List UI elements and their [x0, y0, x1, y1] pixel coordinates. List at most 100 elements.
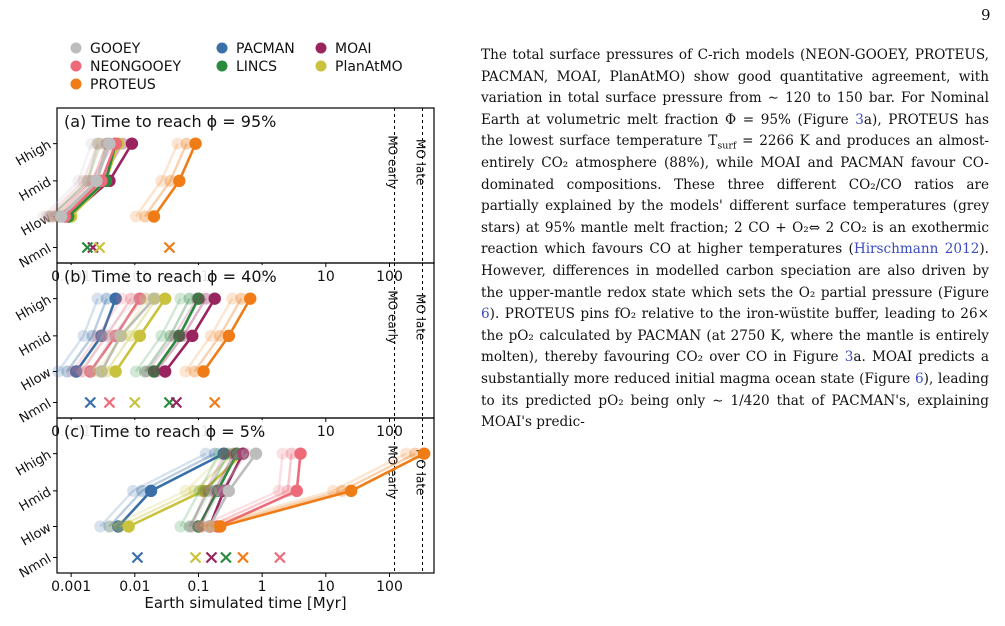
subscript: surf: [717, 141, 737, 153]
series-point-ensemble: [177, 329, 190, 342]
x-tick-label: 1: [258, 579, 267, 595]
series-point-ensemble: [44, 210, 57, 223]
x-tick-label: 10: [317, 579, 335, 595]
figure-ref-link[interactable]: 3: [844, 349, 854, 366]
series-line-ensemble: [105, 297, 158, 373]
series-point-ensemble: [94, 137, 107, 150]
series-point: [84, 365, 97, 378]
series-point: [103, 137, 116, 150]
series-point-ensemble: [272, 484, 285, 497]
reference-line-label: MO late: [414, 139, 428, 185]
series-point: [144, 484, 158, 498]
nominal-marker: [131, 551, 144, 564]
series-point-ensemble: [235, 292, 248, 305]
series-point-ensemble: [124, 292, 137, 305]
y-tick-label: Hhigh: [13, 448, 54, 480]
y-tick-label: Hhigh: [13, 293, 54, 325]
series-point: [197, 365, 210, 378]
text-run: ), leading to its predicted pO₂ being on…: [481, 370, 990, 431]
series-line-ensemble: [91, 297, 146, 373]
series-point-ensemble: [86, 329, 99, 342]
series-point-ensemble: [212, 447, 225, 460]
panel-title: (c) Time to reach ϕ = 5%: [64, 422, 265, 441]
series-point-ensemble: [91, 137, 104, 150]
series-point: [189, 137, 202, 150]
y-tick-label: Nmnl: [17, 551, 54, 581]
panel-title: (b) Time to reach ϕ = 40%: [64, 267, 277, 286]
series-point-ensemble: [218, 447, 231, 460]
citation-link[interactable]: Hirschmann 2012: [853, 241, 980, 258]
legend-label: NEONGOOEY: [90, 59, 182, 75]
y-tick-label: Nmnl: [17, 396, 54, 426]
text-run: ). However, differences in modelled carb…: [481, 241, 989, 301]
series-point-ensemble: [77, 329, 90, 342]
series-point-ensemble: [174, 292, 187, 305]
series-point-ensemble: [240, 447, 253, 460]
series-point: [173, 329, 186, 343]
series-point-ensemble: [199, 484, 212, 497]
y-tick-label: Hlow: [19, 365, 55, 394]
series-point-ensemble: [94, 520, 107, 533]
series-point: [109, 365, 122, 378]
series-point: [192, 520, 205, 533]
series-point-ensemble: [164, 174, 177, 187]
legend-label: MOAI: [335, 41, 372, 57]
nominal-marker: [103, 396, 116, 409]
series-point-ensemble: [174, 520, 187, 533]
series-line-ensemble: [51, 143, 102, 218]
series-point-ensemble: [86, 365, 99, 378]
series-point: [417, 447, 431, 460]
series-point-ensemble: [61, 365, 74, 378]
series-point-ensemble: [100, 292, 113, 305]
legend-marker: [315, 60, 327, 72]
series-line-ensemble: [210, 452, 416, 528]
series-point-ensemble: [44, 210, 57, 223]
series-point-ensemble: [100, 365, 113, 378]
series-point-ensemble: [115, 292, 128, 305]
series-point-ensemble: [199, 292, 212, 305]
series-line-ensemble: [199, 453, 236, 527]
series-point: [192, 292, 205, 305]
series-point: [186, 329, 199, 343]
y-tick-label: Hmid: [17, 330, 54, 360]
series-line-ensemble: [199, 452, 248, 528]
figure-ref-link[interactable]: 6: [915, 370, 924, 387]
reference-line-label: MO early: [386, 290, 400, 344]
series-line-ensemble: [155, 298, 207, 373]
series-point: [236, 447, 250, 460]
series-point-ensemble: [285, 447, 298, 460]
series-point: [158, 292, 172, 305]
series-point-ensemble: [193, 484, 206, 497]
series-line-ensemble: [46, 143, 99, 218]
x-tick-label: 0.1: [187, 579, 209, 595]
series-point-ensemble: [136, 484, 149, 497]
legend-marker: [216, 42, 228, 54]
series-point-ensemble: [227, 447, 240, 460]
series-point-ensemble: [226, 292, 239, 305]
series-line-ensemble: [143, 298, 191, 373]
nominal-marker: [163, 241, 176, 254]
series-point-ensemble: [96, 329, 109, 342]
series-line-ensemble: [146, 298, 198, 373]
panel-frame: [56, 417, 435, 574]
x-tick-label: 100: [376, 579, 403, 595]
series-point: [147, 365, 161, 378]
series-point: [122, 520, 135, 533]
series-point: [95, 329, 108, 343]
x-tick-label: 0.001: [51, 579, 91, 595]
series-point-ensemble: [190, 292, 203, 305]
series-point: [95, 365, 108, 378]
series-point-ensemble: [75, 365, 88, 378]
series-point: [222, 484, 236, 498]
panel-title-bg: [59, 265, 287, 287]
y-tick-label: Hhigh: [13, 138, 54, 170]
series-point: [208, 292, 221, 305]
series-point-ensemble: [81, 174, 94, 187]
legend-marker: [70, 42, 82, 54]
figure-ref-link[interactable]: 3: [855, 111, 864, 128]
series-point-ensemble: [204, 329, 217, 342]
figure-ref-link[interactable]: 6: [481, 306, 490, 323]
y-tick-label: Hlow: [19, 520, 55, 549]
series-line-ensemble: [52, 143, 102, 218]
series-point-ensemble: [199, 447, 212, 460]
